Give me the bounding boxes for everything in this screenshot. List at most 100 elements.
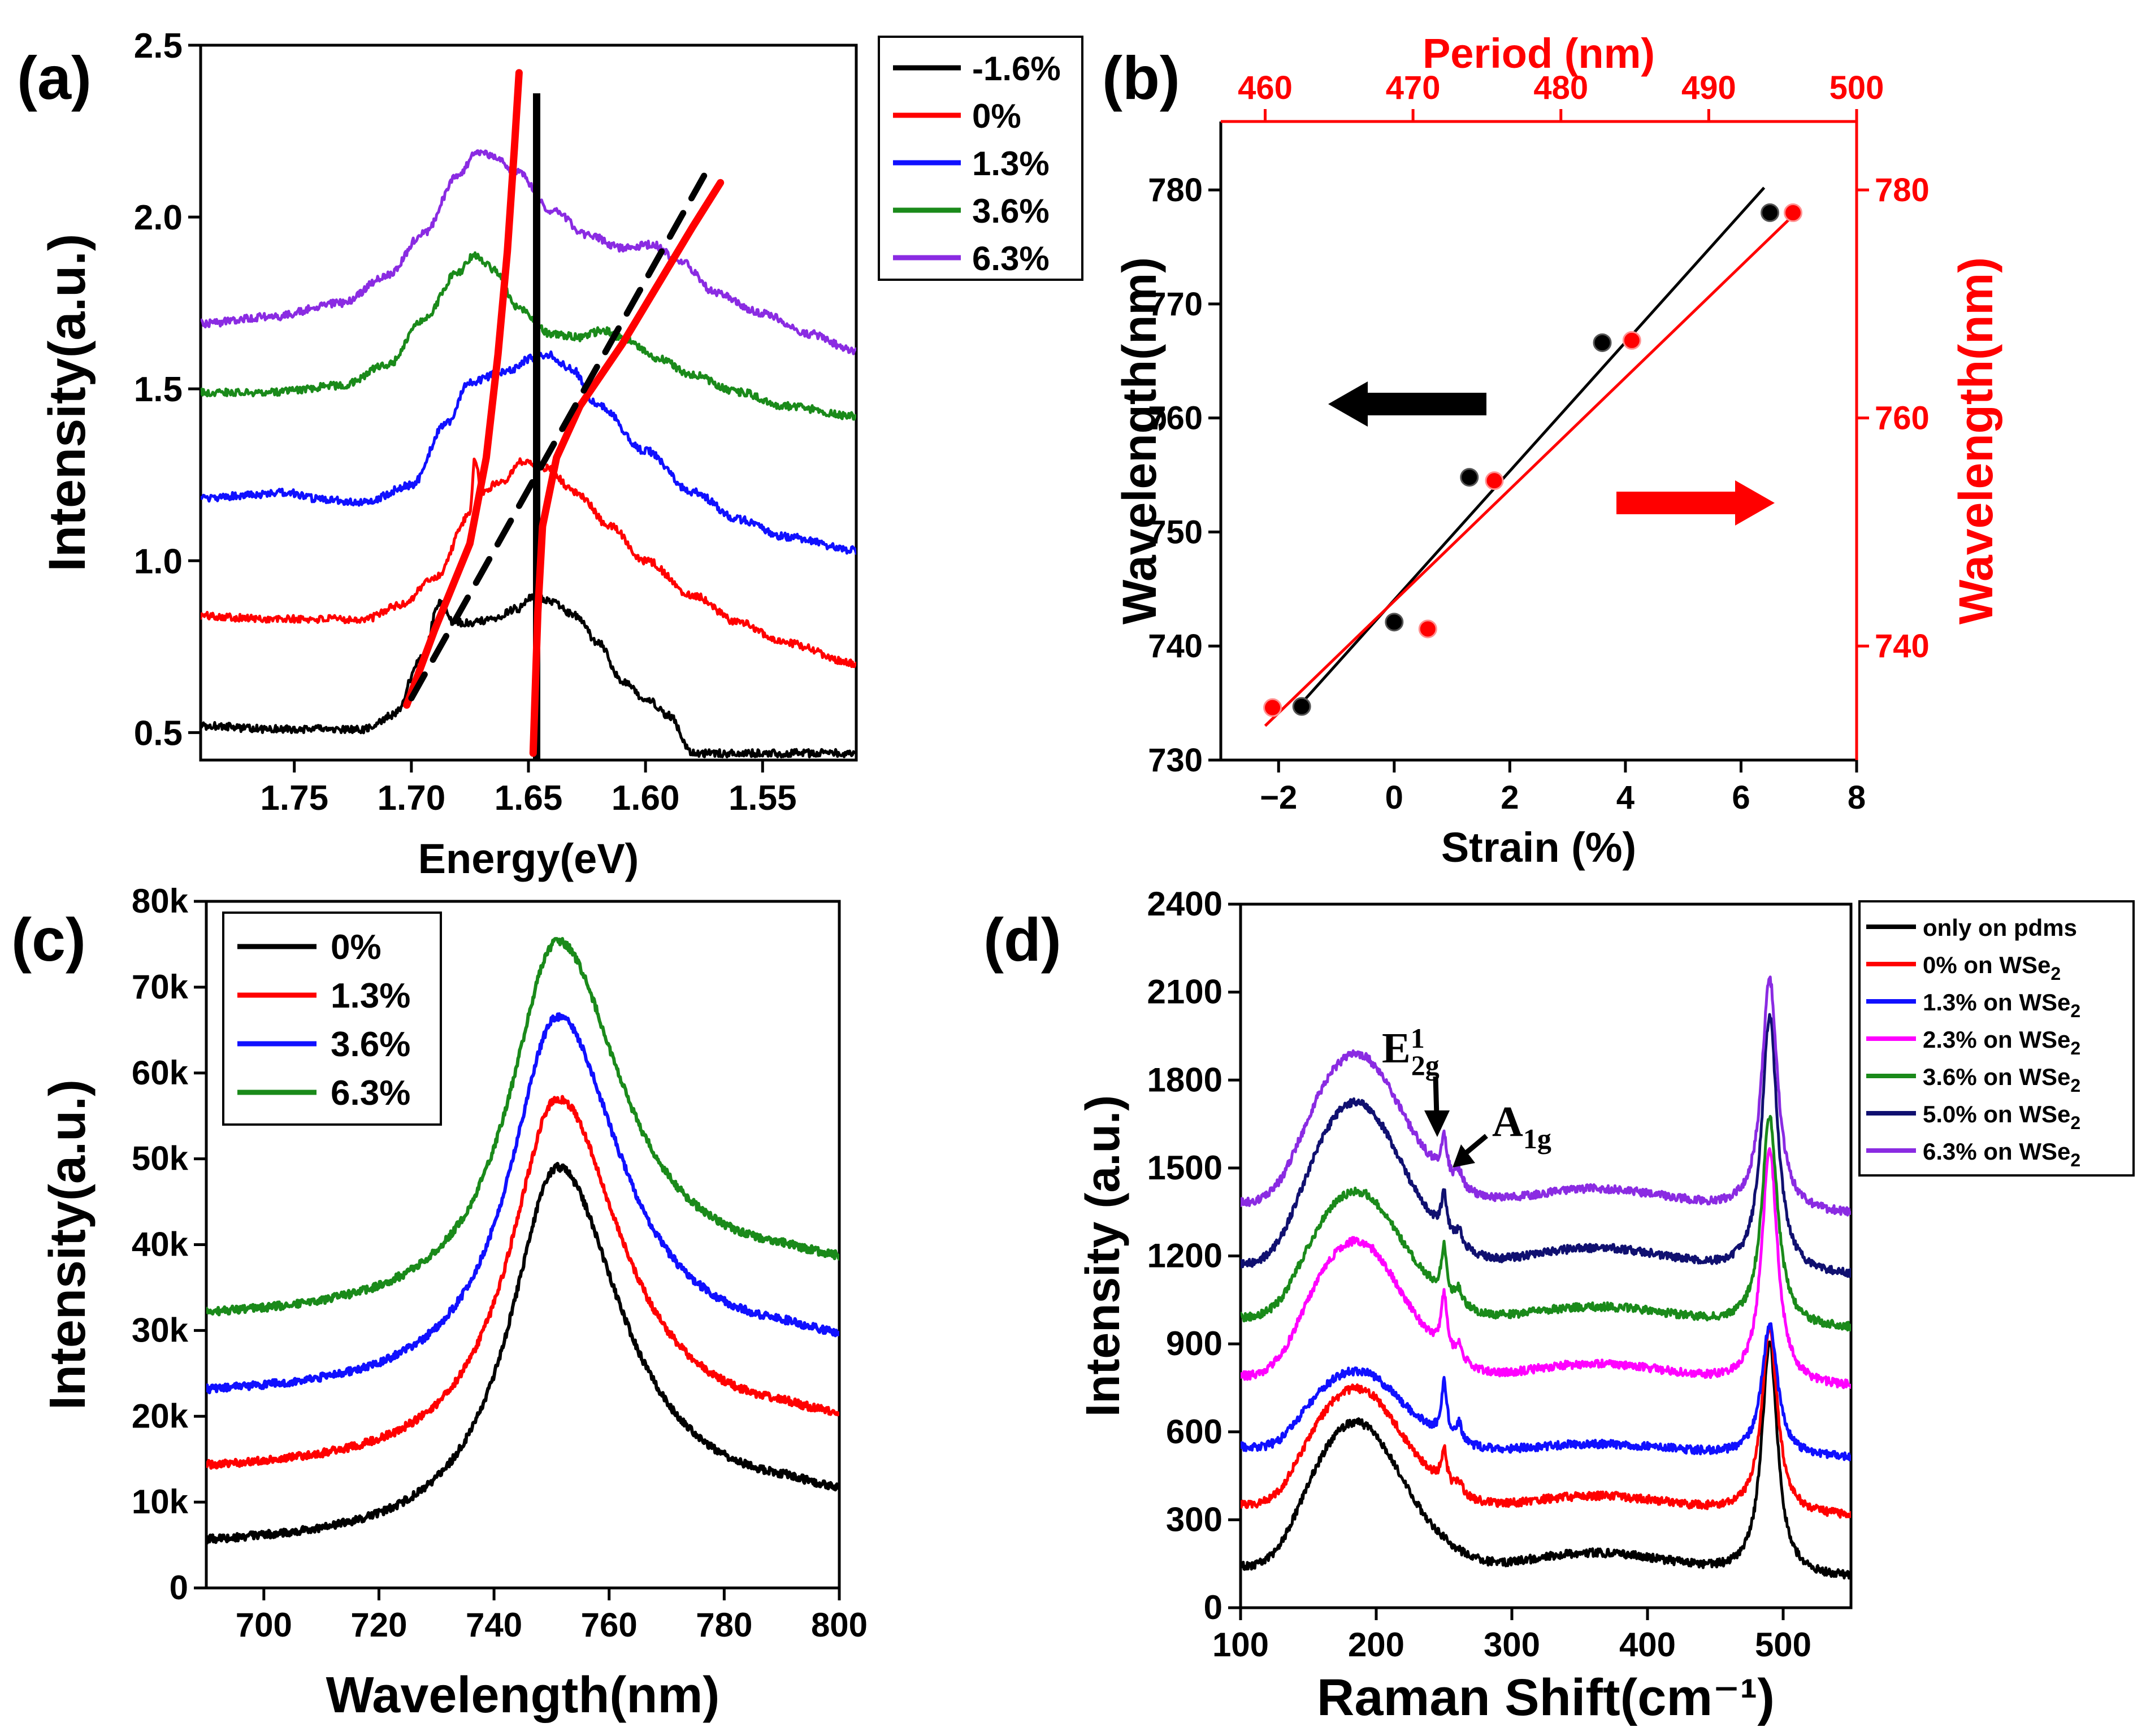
overlay-line-a-2 [529,179,725,757]
legend-label-text: 6.3% on WSe [1923,1138,2070,1165]
x-tick-label-c: 740 [466,1606,522,1644]
series-line-a-4 [201,149,856,355]
y-tick-label-c: 20k [132,1397,189,1435]
e2g-arrow-head [1424,1110,1450,1137]
overlay-line-a-3 [408,172,708,701]
y-tick-label-d: 2100 [1147,973,1222,1011]
e2g-label: E1 2g [1382,1022,1440,1081]
chart-panel-d: 100 200 300 400 5000300600900120015001800210… [1076,885,2135,1726]
x-tick-label-d: 300 [1484,1626,1540,1664]
series-line-d-0 [1241,1340,1851,1580]
y2-tick-label-b: 760 [1875,400,1930,437]
y-axis-title-b: Wavelength(nm) [1113,257,1166,624]
chart-panel-c: 700 720 740 760 780 800 0 10k 20k 30k 40k 50k 60k 70k… [40,882,868,1724]
y-axis-title-d: Intensity (a.u.) [1076,1095,1129,1417]
x2-tick-label-b: 480 [1533,70,1588,106]
y-tick-label-c: 80k [132,882,189,920]
y-tick-label-b: 750 [1148,514,1203,550]
legend-label-a-3: 3.6% [972,192,1050,230]
panel-label-b: (b) [1102,44,1180,112]
series-line-c-0 [206,1162,839,1545]
legend-label-sub: 2 [2070,1150,2080,1170]
legend-label-c-0: 0% [331,928,381,967]
legend-label-d-6: 6.3% on WSe2 [1923,1138,2080,1170]
data-point-b-0 [1385,613,1404,632]
y-tick-label-b: 770 [1148,286,1203,323]
legend-label-d-5: 5.0% on WSe2 [1923,1101,2080,1133]
x-tick-label-b: 6 [1732,779,1750,816]
legend-box-a [878,36,1083,281]
a1g-label: A1g [1492,1098,1551,1155]
x-tick-label-c: 700 [236,1606,292,1644]
chart-panel-a: 1.75 1.70 1.65 1.60 1.55 0.5 1.0 1.5 2.0 2.5 Energ… [38,27,1083,882]
y2-tick-label-b: 740 [1875,628,1930,665]
y-tick-label-a: 2.5 [134,27,183,66]
y-tick-label-d: 300 [1166,1500,1222,1538]
y-tick-label-c: 50k [132,1140,189,1178]
x-tick-label-c: 800 [811,1606,868,1644]
y-tick-label-b: 780 [1148,172,1203,209]
series-line-a-2 [201,350,856,555]
legend-label-text: 2.3% on WSe [1923,1026,2070,1053]
y-tick-label-d: 1800 [1147,1061,1222,1099]
data-point-b-1 [1485,471,1504,491]
legend-label-a-0: -1.6% [972,50,1061,88]
x2-tick-label-b: 490 [1681,70,1736,106]
y-tick-label-d: 1200 [1147,1237,1222,1275]
y2-tick-label-b: 780 [1875,172,1930,209]
y-tick-label-d: 900 [1166,1325,1222,1362]
right-arrow [1616,480,1775,526]
legend-label-text: only on pdms [1923,914,2077,941]
series-line-a-1 [201,457,856,669]
legend-label-a-1: 0% [972,97,1021,135]
y-tick-label-b: 740 [1148,628,1203,665]
legend-label-d-1: 0% on WSe2 [1923,952,2061,984]
a1g-arrow-head [1453,1144,1475,1168]
x2-tick-label-b: 500 [1829,70,1884,106]
series-line-c-3 [206,937,839,1317]
x-tick-label-d: 100 [1212,1626,1269,1664]
x-tick-label-a: 1.65 [495,779,563,818]
chart-panel-b: −2 0 2 4 6 8 730 740 750 760 770 780 460 470 480 490 500… [1113,30,2002,871]
x-tick-label-b: 4 [1616,779,1635,816]
legend-c: 0% 1.3% 3.6% 6.3% [222,912,442,1126]
x-tick-label-c: 720 [350,1606,407,1644]
y-tick-label-a: 2.0 [134,198,183,237]
y-tick-label-d: 2400 [1147,885,1222,923]
legend-label-a-2: 1.3% [972,145,1050,183]
fit-line-b-1 [1264,217,1792,727]
legend-label-c-2: 3.6% [331,1025,410,1064]
y-tick-label-d: 600 [1166,1413,1222,1451]
series-line-d-3 [1241,1147,1851,1390]
series-line-d-2 [1241,1322,1851,1461]
panel-label-a: (a) [17,44,92,112]
x-tick-label-d: 500 [1755,1626,1811,1664]
x-tick-label-b: 8 [1848,779,1866,816]
series-line-a-0 [201,591,856,758]
legend-label-sub: 2 [2070,1038,2080,1058]
x-tick-label-d: 200 [1348,1626,1404,1664]
e2g-sub: 2g [1411,1049,1440,1081]
y-tick-label-c: 60k [132,1054,189,1092]
y-tick-label-c: 70k [132,968,189,1006]
x-tick-label-a: 1.70 [378,779,446,818]
series-line-c-1 [206,1095,839,1470]
y-tick-label-d: 1500 [1147,1149,1222,1187]
x-tick-label-a: 1.75 [260,779,328,818]
a1g-main: A [1492,1098,1523,1145]
data-point-b-0 [1761,203,1780,222]
legend-label-d-0: only on pdms [1923,914,2077,941]
y-tick-label-a: 1.5 [134,370,183,409]
data-point-b-1 [1263,698,1282,717]
data-point-b-0 [1292,697,1311,716]
x-axis-title-a: Energy(eV) [418,835,639,882]
legend-label-sub: 2 [2070,1113,2080,1133]
x2-axis-title-b: Period (nm) [1423,30,1655,77]
x-axis-title-b: Strain (%) [1441,824,1636,871]
x-tick-label-b: 2 [1501,779,1519,816]
annotations-d: E1 2g A1g [1382,1022,1551,1168]
legend-label-sub: 2 [2050,964,2061,984]
series-line-c-2 [206,1012,839,1395]
plot-area-c [206,937,839,1545]
